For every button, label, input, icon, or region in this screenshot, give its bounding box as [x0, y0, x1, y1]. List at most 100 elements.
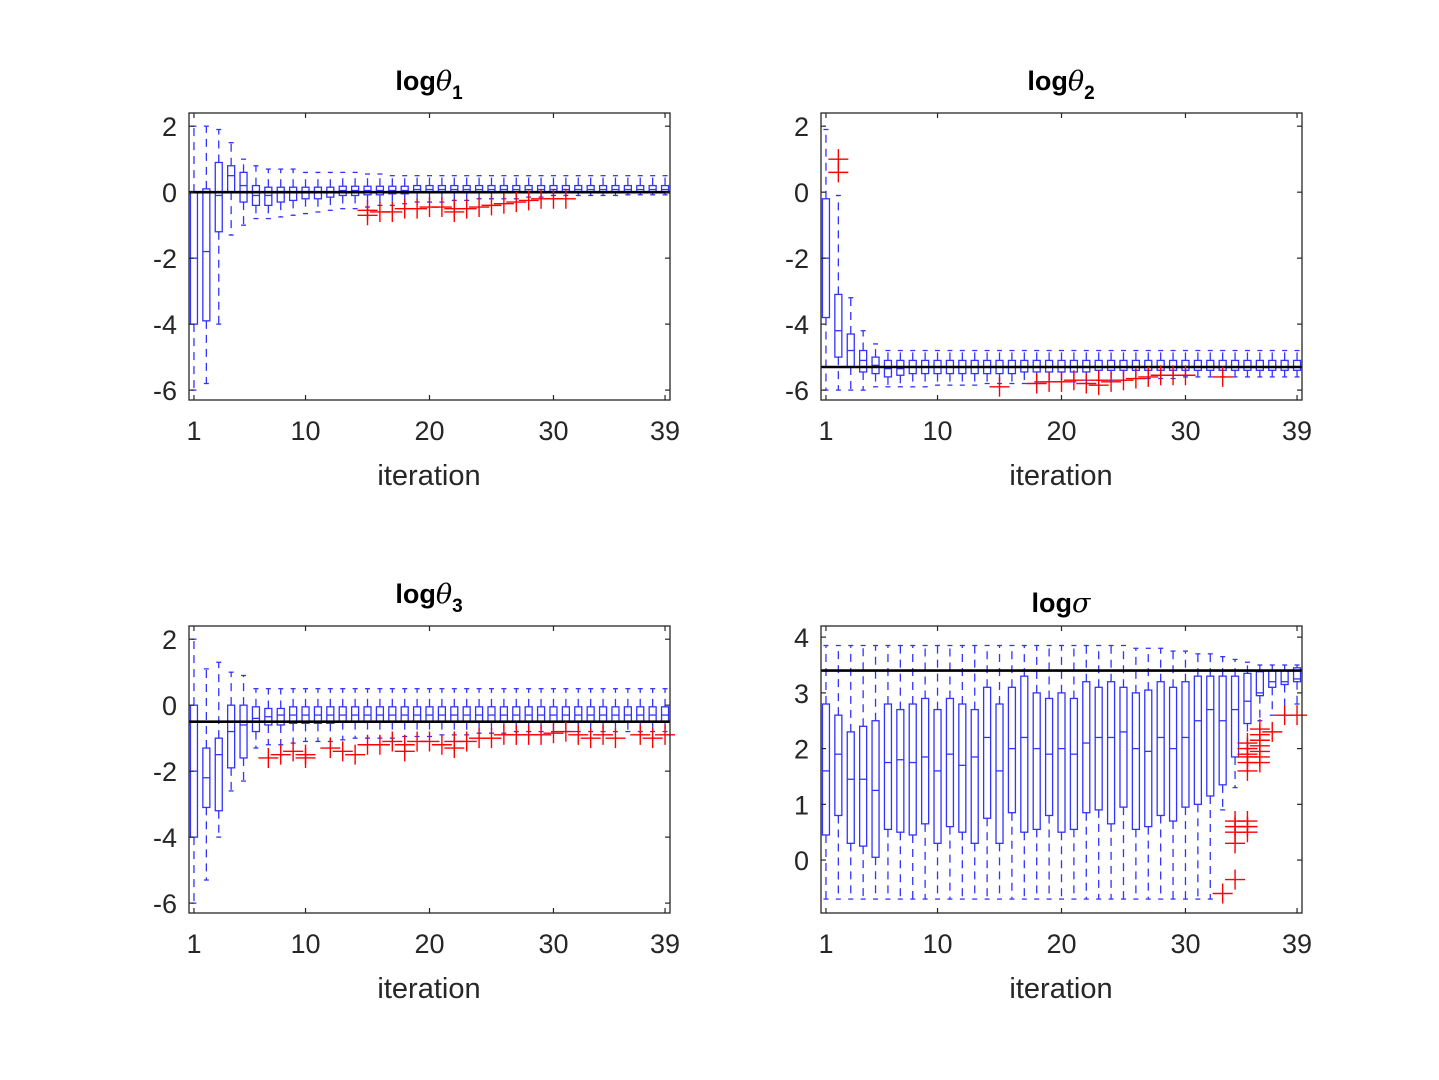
outlier-marker: [1076, 373, 1097, 394]
box-iteration-7: [264, 688, 273, 746]
x-axis-ticks: 1 10 20 30 39: [186, 626, 680, 959]
outlier-marker: [332, 741, 353, 762]
y-tick-label: 2: [162, 112, 177, 142]
box-iqr: [1181, 681, 1190, 808]
outliers: [357, 188, 576, 226]
box-iqr: [1007, 686, 1017, 814]
box-iqr: [1206, 675, 1215, 797]
box-iqr: [1032, 692, 1041, 831]
box-iteration-14: [982, 644, 992, 900]
box-iteration-6: [251, 165, 261, 220]
x-axis-label: iteration: [377, 460, 480, 492]
box-iqr: [1193, 359, 1203, 371]
box-iteration-28: [1156, 647, 1165, 900]
box-iteration-25: [1119, 644, 1128, 900]
box-iteration-32: [574, 175, 583, 197]
box-iteration-20: [1057, 644, 1066, 900]
outlier-marker: [555, 721, 576, 742]
outlier-marker: [1175, 365, 1196, 386]
x-tick-label: 39: [650, 416, 680, 446]
box-iteration-3: [214, 661, 223, 838]
panel-title: logσ: [1032, 588, 1093, 619]
outlier-marker: [630, 724, 651, 745]
x-tick-label: 1: [818, 929, 833, 959]
box-iqr: [1020, 675, 1029, 833]
panel-title-symbol: θ: [436, 579, 452, 610]
box-iteration-34: [598, 175, 608, 197]
x-tick-label: 10: [291, 416, 321, 446]
y-tick-label: -4: [153, 823, 177, 853]
y-axis-ticks: 2 0 -2 -4 -6: [153, 112, 670, 406]
outlier-marker: [369, 734, 390, 755]
box-iqr: [970, 708, 979, 844]
outlier-marker: [568, 724, 589, 745]
box-iqr: [288, 186, 298, 202]
outlier-marker: [1051, 371, 1072, 392]
y-tick-label: -2: [153, 757, 177, 787]
box-iqr: [239, 704, 248, 759]
outlier-marker: [828, 162, 849, 183]
box-iqr: [1119, 686, 1128, 808]
x-tick-label: 39: [1282, 929, 1312, 959]
box-iteration-2: [834, 194, 843, 391]
box-iteration-11: [313, 688, 323, 743]
box-iqr: [896, 708, 905, 833]
outlier-marker: [345, 744, 366, 765]
outlier-marker: [481, 195, 502, 216]
box-iqr: [1243, 672, 1252, 725]
y-tick-label: -6: [153, 889, 177, 919]
panel-title-log: log: [1032, 588, 1073, 618]
box-iteration-34: [1230, 658, 1240, 789]
panel-log-theta-2: logθ2 1 10 20 30 39 20-2-4-6 iteration: [785, 66, 1312, 492]
y-tick-label: -2: [785, 244, 809, 274]
box-iqr: [1280, 359, 1289, 371]
box-iqr: [871, 720, 880, 858]
panel-title-log: log: [1027, 66, 1068, 96]
panel-title: logθ1: [395, 66, 463, 104]
outlier-marker: [382, 731, 403, 752]
box-iteration-38: [648, 688, 657, 733]
box-iqr: [883, 703, 893, 831]
box-iqr: [1193, 675, 1203, 805]
x-axis-label: iteration: [377, 973, 480, 1005]
box-iteration-4: [858, 644, 868, 900]
box-iqr: [1106, 359, 1116, 371]
outlier-marker: [642, 728, 663, 749]
box-iteration-37: [636, 175, 645, 196]
box-iqr: [933, 708, 942, 844]
box-iqr: [1168, 686, 1178, 822]
box-iteration-5: [871, 343, 880, 388]
outlier-marker: [543, 723, 564, 744]
outlier-marker: [1212, 366, 1233, 387]
box-iteration-10: [933, 644, 942, 900]
x-tick-label: 20: [414, 416, 444, 446]
box-iqr: [251, 706, 261, 733]
x-tick-label: 20: [1046, 416, 1076, 446]
y-tick-label: -6: [153, 376, 177, 406]
outliers: [828, 149, 1233, 397]
outlier-marker: [357, 205, 378, 226]
box-iqr: [920, 697, 930, 825]
box-iteration-15: [995, 644, 1004, 900]
box-iteration-13: [338, 171, 347, 210]
outlier-marker: [295, 747, 316, 768]
box-iqr: [846, 731, 855, 844]
box-iqr: [214, 161, 223, 233]
outlier-marker: [407, 198, 428, 219]
x-tick-label: 10: [291, 929, 321, 959]
panel-title-subscript: 3: [452, 596, 463, 617]
outlier-marker: [506, 192, 527, 213]
x-tick-label: 10: [923, 929, 953, 959]
panel-title-subscript: 1: [452, 83, 463, 104]
x-tick-label: 10: [923, 416, 953, 446]
box-iteration-15: [363, 173, 372, 208]
box-iteration-24: [1106, 644, 1116, 900]
outlier-marker: [518, 190, 539, 211]
y-tick-label: -2: [153, 244, 177, 274]
box-iqr: [858, 349, 868, 373]
outlier-marker: [258, 747, 279, 768]
box-iteration-27: [1144, 647, 1153, 900]
box-iqr: [1206, 359, 1215, 371]
box-iqr: [1106, 681, 1116, 825]
